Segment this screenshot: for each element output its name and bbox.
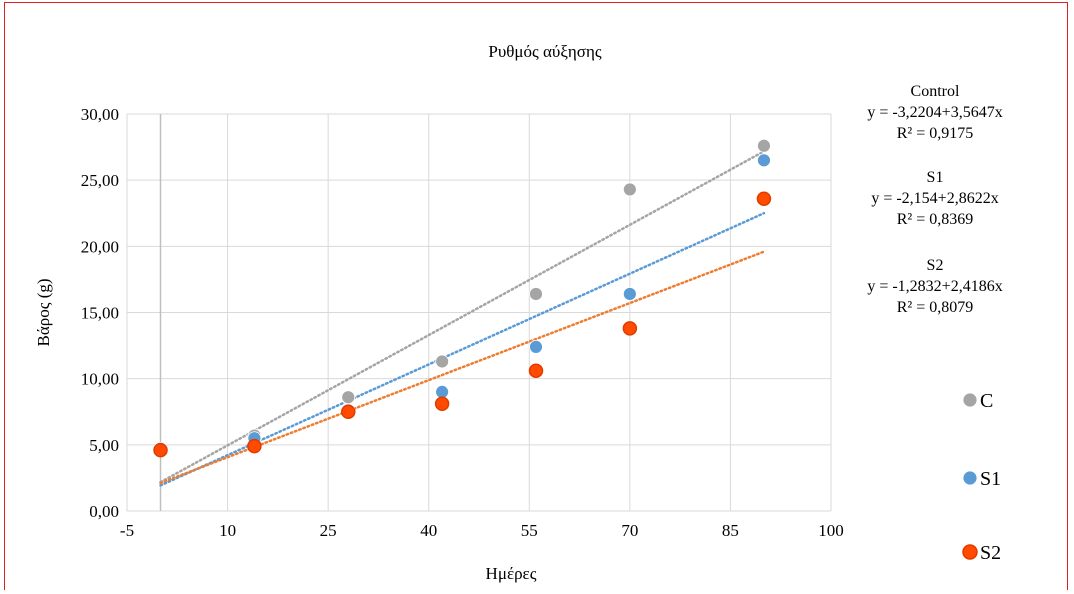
- x-tick-label: 70: [621, 521, 638, 540]
- trendline-control: [159, 150, 766, 484]
- legend-marker: [962, 470, 978, 486]
- trendline-s1: [159, 211, 766, 487]
- legend-item-s2: S2: [962, 542, 1001, 564]
- trendline-label-control: Control: [910, 83, 960, 100]
- trendline-r2-s2: R² = 0,8079: [896, 299, 974, 316]
- chart-title: Ρυθμός αύξησης: [488, 42, 601, 61]
- trendline-annotation-s1: S1 y = -2,154+2,8622x R² = 0,8369: [855, 167, 1015, 230]
- legend-item-s1: S1: [962, 468, 1001, 490]
- y-tick-label: 20,00: [81, 237, 119, 256]
- x-tick-label: 25: [320, 521, 337, 540]
- data-point-c: [622, 182, 637, 197]
- y-tick-label: 15,00: [81, 304, 119, 323]
- data-point-s2: [528, 363, 544, 378]
- data-point-s1: [435, 384, 450, 399]
- trendline-equation-s2: y = -1,2832+2,4186x: [867, 278, 1003, 295]
- data-point-c: [757, 138, 771, 153]
- data-point-s2: [756, 191, 772, 206]
- data-point-s2: [622, 321, 638, 336]
- legend-marker: [962, 392, 978, 408]
- data-point-s2: [153, 442, 168, 458]
- trendline-label-s1: S1: [926, 169, 944, 186]
- legend-label: C: [980, 390, 993, 412]
- trendline-equation-s1: y = -2,154+2,8622x: [871, 190, 999, 207]
- legend-item-c: C: [962, 390, 993, 412]
- trendline-r2-s1: R² = 0,8369: [896, 211, 974, 228]
- x-tick-label: 55: [521, 521, 538, 540]
- x-tick-label: 40: [420, 521, 437, 540]
- trendline-annotation-control: Control y = -3,2204+3,5647x R² = 0,9175: [855, 81, 1015, 144]
- data-point-s2: [434, 396, 450, 412]
- y-tick-label: 10,00: [81, 370, 119, 389]
- data-point-s1: [757, 153, 771, 168]
- x-axis-label: Ημέρες: [486, 564, 537, 583]
- x-tick-label: 85: [722, 521, 739, 540]
- trendline-r2-control: R² = 0,9175: [896, 125, 974, 142]
- data-point-s1: [622, 287, 637, 301]
- y-axis-label: Βάρος (g): [34, 278, 53, 346]
- y-tick-label: 0,00: [89, 502, 119, 521]
- data-point-s2: [247, 438, 262, 454]
- legend-marker: [962, 544, 978, 560]
- data-point-c: [529, 287, 543, 301]
- chart-frame: -5 10 25 40 55 70 85 100 0,00 5,00 10,00 15,00 20,00…: [4, 2, 1068, 590]
- data-point-c: [435, 354, 450, 369]
- legend-label: S2: [980, 542, 1001, 564]
- x-tick-label: 10: [219, 521, 236, 540]
- x-tick-label: 100: [818, 521, 844, 540]
- chart-canvas: -5 10 25 40 55 70 85 100 0,00 5,00 10,00 15,00 20,00…: [34, 42, 1001, 583]
- data-point-c: [341, 390, 356, 405]
- y-tick-label: 5,00: [89, 436, 119, 455]
- y-tick-label: 25,00: [81, 171, 119, 190]
- trendline-equation-control: y = -3,2204+3,5647x: [867, 104, 1003, 121]
- data-point-s2: [341, 404, 356, 419]
- trendline-label-s2: S2: [926, 257, 944, 274]
- legend-label: S1: [980, 468, 1001, 490]
- x-tick-label: -5: [120, 521, 134, 540]
- trendline-annotation-s2: S2 y = -1,2832+2,4186x R² = 0,8079: [851, 255, 1019, 318]
- y-tick-label: 30,00: [81, 105, 119, 124]
- data-point-s1: [529, 340, 543, 354]
